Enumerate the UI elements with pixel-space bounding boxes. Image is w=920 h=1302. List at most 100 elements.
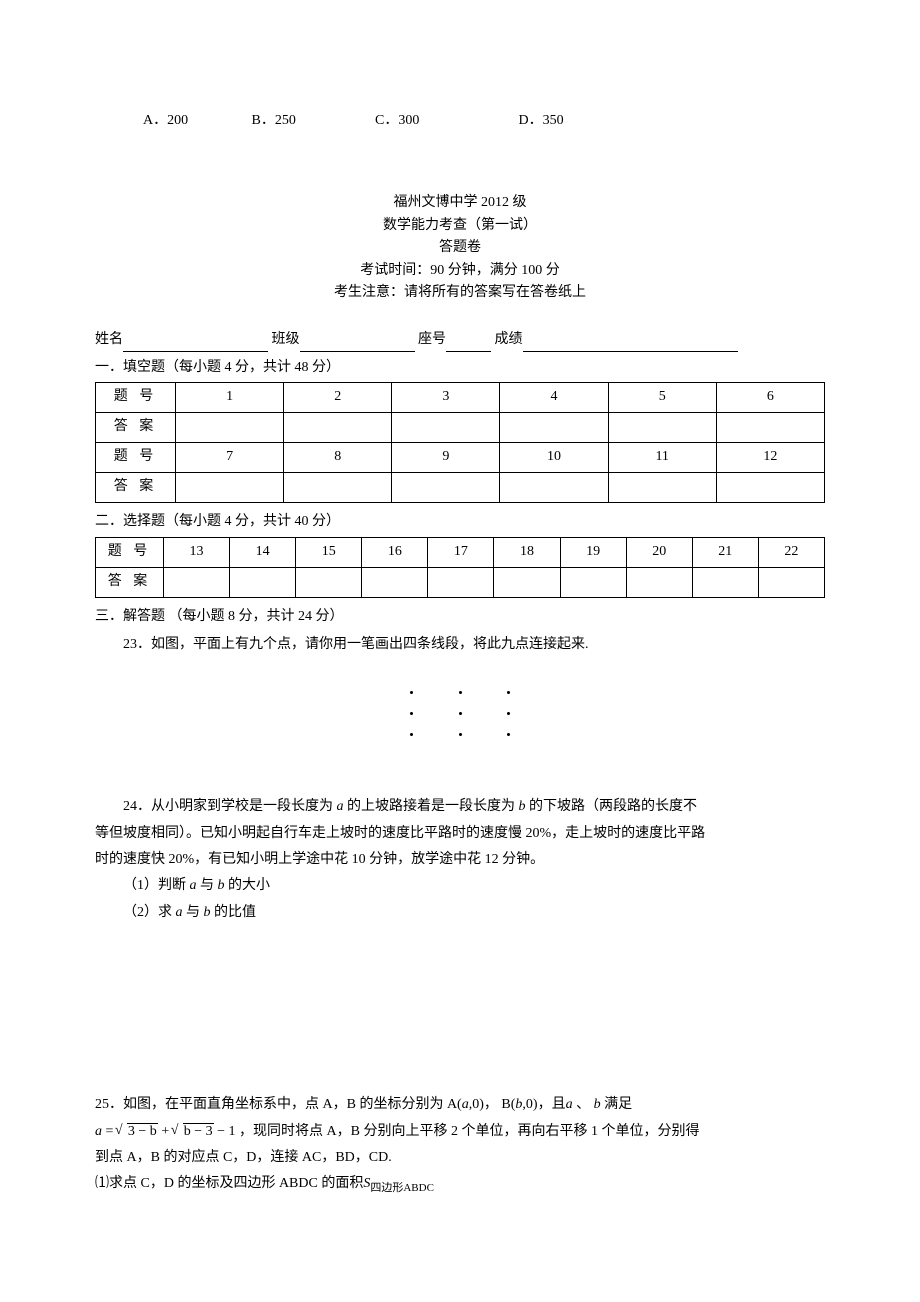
ans-cell [176,473,284,503]
dot-icon [410,691,413,694]
q24-block: 24．从小明家到学校是一段长度为 a 的上坡路接着是一段长度为 b 的下坡路（两… [95,796,825,924]
row-a-label: 答 案 [96,413,176,443]
nine-dots-figure [410,691,510,736]
name-label: 姓名 [95,332,123,347]
q25-line3: 到点 A，B 的对应点 C，D，连接 AC，BD，CD. [95,1147,825,1169]
section3-heading: 三．解答题 （每小题 8 分，共计 24 分） [95,606,825,628]
score-label: 成绩 [495,332,523,347]
ans-cell [716,473,824,503]
class-blank [300,336,415,352]
opt-c-val: 300 [398,110,419,132]
ans-cell [608,473,716,503]
q-num: 4 [500,383,608,413]
title-line1: 福州文博中学 2012 级 [95,192,825,214]
opt-a-val: 200 [167,110,188,132]
q-num: 16 [362,537,428,567]
q-num: 18 [494,537,560,567]
q-num: 7 [176,443,284,473]
info-line: 姓名 班级 座号 成绩 [95,329,825,351]
ans-cell [494,567,560,597]
q25-formula: a = 3 − b + b − 3 − 1 [95,1124,239,1139]
ans-cell [164,567,230,597]
dot-icon [507,712,510,715]
blank-space [95,928,825,1088]
q-num: 9 [392,443,500,473]
ans-cell [500,473,608,503]
table-row: 答 案 [96,413,825,443]
ans-cell [758,567,824,597]
q24-sub2: （2）求 a 与 b 的比值 [95,902,825,924]
q-num: 17 [428,537,494,567]
dot-icon [410,733,413,736]
dot-icon [459,691,462,694]
q-num: 15 [296,537,362,567]
q24-line1: 24．从小明家到学校是一段长度为 a 的上坡路接着是一段长度为 b 的下坡路（两… [95,796,825,818]
q-num: 19 [560,537,626,567]
q25-line2: a = 3 − b + b − 3 − 1 ，现同时将点 A，B 分别向上平移 … [95,1121,825,1143]
row-a-label: 答 案 [96,473,176,503]
ans-cell [692,567,758,597]
q-num: 11 [608,443,716,473]
dot-icon [459,733,462,736]
row-a-label: 答 案 [96,567,164,597]
opt-b-val: 250 [275,110,296,132]
q25-sub1: ⑴求点 C，D 的坐标及四边形 ABDC 的面积S四边形ABDC [95,1173,825,1197]
q-num: 20 [626,537,692,567]
title-line2: 数学能力考查（第一试） [95,215,825,237]
q-num: 10 [500,443,608,473]
row-q-label: 题 号 [96,383,176,413]
ans-cell [392,413,500,443]
table-row: 题 号 13 14 15 16 17 18 19 20 21 22 [96,537,825,567]
q-num: 22 [758,537,824,567]
q-num: 13 [164,537,230,567]
q-num: 2 [284,383,392,413]
ans-cell [500,413,608,443]
choice-table: 题 号 13 14 15 16 17 18 19 20 21 22 答 案 [95,537,825,598]
opt-d-val: 350 [543,110,564,132]
q-num: 8 [284,443,392,473]
opt-a-label: A． [143,110,167,132]
mc-options-row: A．200 B．250 C．300 D．350 [95,110,825,132]
q-num: 5 [608,383,716,413]
table-row: 题 号 1 2 3 4 5 6 [96,383,825,413]
opt-b-label: B． [252,110,275,132]
row-q-label: 题 号 [96,443,176,473]
table-row: 答 案 [96,473,825,503]
q24-sub1: （1）判断 a 与 b 的大小 [95,875,825,897]
fill-blank-table: 题 号 1 2 3 4 5 6 答 案 题 号 7 8 9 10 11 12 答… [95,382,825,503]
name-blank [123,336,268,352]
q-num: 1 [176,383,284,413]
ans-cell [362,567,428,597]
ans-cell [230,567,296,597]
table-row: 答 案 [96,567,825,597]
q23-block: 23．如图，平面上有九个点，请你用一笔画出四条线段，将此九点连接起来. [95,634,825,736]
q-num: 21 [692,537,758,567]
ans-cell [608,413,716,443]
ans-cell [560,567,626,597]
class-label: 班级 [272,332,300,347]
title-line5: 考生注意：请将所有的答案写在答卷纸上 [95,282,825,304]
dot-icon [507,691,510,694]
ans-cell [296,567,362,597]
q-num: 12 [716,443,824,473]
dot-icon [459,712,462,715]
title-line4: 考试时间：90 分钟，满分 100 分 [95,260,825,282]
q23-text: 23．如图，平面上有九个点，请你用一笔画出四条线段，将此九点连接起来. [95,634,825,656]
ans-cell [284,473,392,503]
dot-icon [410,712,413,715]
q25-line1: 25．如图，在平面直角坐标系中，点 A，B 的坐标分别为 A(a,0)， B(b… [95,1094,825,1116]
q24-line3: 时的速度快 20%，有已知小明上学途中花 10 分钟，放学途中花 12 分钟。 [95,849,825,871]
title-line3: 答题卷 [95,237,825,259]
q24-line2: 等但坡度相同）。已知小明起自行车走上坡时的速度比平路时的速度慢 20%，走上坡时… [95,823,825,845]
ans-cell [428,567,494,597]
q-num: 3 [392,383,500,413]
opt-d-label: D． [519,110,543,132]
section1-heading: 一．填空题（每小题 4 分，共计 48 分） [95,357,825,379]
ans-cell [392,473,500,503]
table-row: 题 号 7 8 9 10 11 12 [96,443,825,473]
dot-icon [507,733,510,736]
section2-heading: 二．选择题（每小题 4 分，共计 40 分） [95,511,825,533]
ans-cell [284,413,392,443]
q-num: 14 [230,537,296,567]
seat-label: 座号 [418,332,446,347]
